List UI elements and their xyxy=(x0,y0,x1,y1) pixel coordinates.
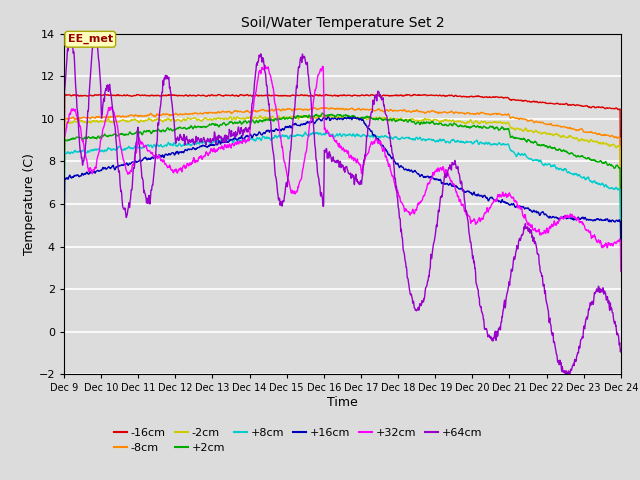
+8cm xyxy=(60,221,68,227)
-16cm xyxy=(61,91,68,97)
Legend: -16cm, -8cm, -2cm, +2cm, +8cm, +16cm, +32cm, +64cm: -16cm, -8cm, -2cm, +2cm, +8cm, +16cm, +3… xyxy=(114,428,482,453)
-2cm xyxy=(617,217,625,223)
-2cm xyxy=(378,116,385,122)
+16cm xyxy=(318,118,326,123)
-2cm xyxy=(318,114,326,120)
-16cm xyxy=(126,93,134,98)
Line: -2cm: -2cm xyxy=(64,115,621,220)
+16cm xyxy=(378,143,385,149)
+8cm xyxy=(103,147,111,153)
-16cm xyxy=(297,92,305,98)
+64cm xyxy=(297,56,305,62)
Line: -8cm: -8cm xyxy=(64,108,621,216)
+32cm xyxy=(297,177,305,183)
-8cm xyxy=(318,106,326,111)
+64cm xyxy=(562,372,570,378)
+2cm xyxy=(308,114,316,120)
+2cm xyxy=(378,116,385,121)
-16cm xyxy=(104,92,111,98)
+8cm xyxy=(126,145,134,151)
+32cm xyxy=(103,112,111,118)
+64cm xyxy=(318,194,326,200)
+8cm xyxy=(296,132,304,138)
Line: +64cm: +64cm xyxy=(64,30,621,375)
Line: +32cm: +32cm xyxy=(64,65,621,271)
+64cm xyxy=(104,82,111,88)
Title: Soil/Water Temperature Set 2: Soil/Water Temperature Set 2 xyxy=(241,16,444,30)
+32cm xyxy=(617,268,625,274)
-8cm xyxy=(126,112,134,118)
+32cm xyxy=(60,199,68,204)
+2cm xyxy=(318,111,326,117)
-8cm xyxy=(308,106,316,112)
X-axis label: Time: Time xyxy=(327,396,358,409)
+64cm xyxy=(126,198,134,204)
-8cm xyxy=(322,105,330,110)
+16cm xyxy=(126,160,134,166)
+16cm xyxy=(103,166,111,171)
+32cm xyxy=(126,171,134,177)
+16cm xyxy=(349,114,357,120)
Line: -16cm: -16cm xyxy=(64,94,621,198)
-2cm xyxy=(308,115,316,120)
+8cm xyxy=(301,129,309,135)
+32cm xyxy=(318,65,326,71)
-2cm xyxy=(296,113,304,119)
-16cm xyxy=(60,187,68,192)
+2cm xyxy=(617,230,625,236)
-16cm xyxy=(617,195,625,201)
+32cm xyxy=(378,142,385,147)
+2cm xyxy=(318,110,326,116)
+8cm xyxy=(378,134,385,140)
+2cm xyxy=(60,214,68,219)
+2cm xyxy=(103,133,111,139)
+32cm xyxy=(261,62,269,68)
+64cm xyxy=(308,115,316,120)
Y-axis label: Temperature (C): Temperature (C) xyxy=(22,153,36,255)
-2cm xyxy=(126,118,134,124)
Line: +2cm: +2cm xyxy=(64,113,621,233)
+64cm xyxy=(60,210,68,216)
Line: +8cm: +8cm xyxy=(64,132,621,247)
+64cm xyxy=(378,95,385,100)
+2cm xyxy=(296,114,304,120)
+16cm xyxy=(308,119,316,124)
+16cm xyxy=(296,123,304,129)
+8cm xyxy=(308,131,316,136)
-2cm xyxy=(60,203,68,208)
-8cm xyxy=(378,108,385,113)
+16cm xyxy=(60,252,68,258)
+32cm xyxy=(308,108,316,114)
-8cm xyxy=(103,114,111,120)
-8cm xyxy=(296,106,304,112)
Line: +16cm: +16cm xyxy=(64,117,621,255)
-8cm xyxy=(60,201,68,207)
-8cm xyxy=(617,213,625,219)
Text: EE_met: EE_met xyxy=(68,34,113,44)
+8cm xyxy=(318,132,326,138)
+64cm xyxy=(617,348,625,353)
-16cm xyxy=(378,93,385,99)
-16cm xyxy=(318,93,326,99)
+16cm xyxy=(617,246,625,252)
-2cm xyxy=(103,118,111,123)
-2cm xyxy=(317,112,325,118)
-16cm xyxy=(308,93,316,98)
+64cm xyxy=(67,27,74,33)
+2cm xyxy=(126,129,134,135)
+8cm xyxy=(617,244,625,250)
